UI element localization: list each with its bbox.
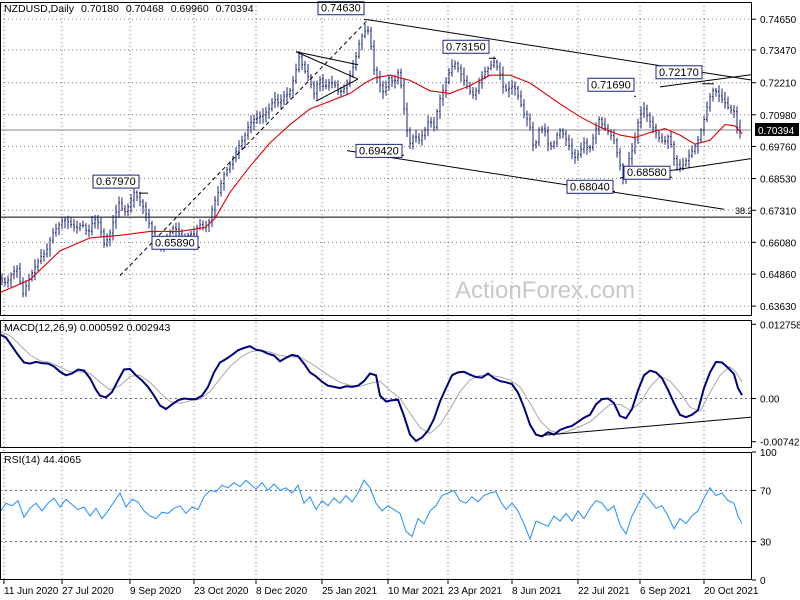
macd-signal-line: [0, 331, 743, 435]
swing-label-box: [317, 1, 365, 16]
rsi-tick-label: 30: [760, 538, 772, 549]
macd-tick-label: 0.00: [760, 395, 780, 406]
macd-tick-label: -0.007422: [760, 438, 800, 449]
trend-line: [315, 78, 359, 102]
y-tick-label: 0.66080: [760, 238, 797, 249]
close-value: 0.70394: [215, 3, 254, 15]
swing-label: 0.67970: [96, 176, 136, 188]
y-tick-label: 0.69760: [760, 143, 797, 154]
trend-line: [295, 51, 359, 80]
x-tick-label: 11 Jun 2020: [4, 586, 59, 597]
high-value: 0.70468: [125, 3, 164, 15]
swing-label-box: [623, 165, 671, 180]
swing-label: 0.71690: [591, 79, 631, 91]
swing-label: 0.68580: [627, 167, 667, 179]
swing-label-box: [442, 39, 490, 54]
reference-lines: 38.2: [0, 129, 753, 218]
x-tick-label: 8 Dec 2020: [256, 586, 308, 597]
y-tick-label: 0.72210: [760, 79, 797, 90]
swing-label-box: [587, 77, 635, 92]
macd-panel: 0.012758 0.00 -0.007422: [0, 320, 800, 449]
trend-line: [119, 19, 369, 276]
swing-label: 0.74630: [321, 3, 361, 15]
swing-label: 0.69420: [359, 145, 399, 157]
grid-layer: [0, 2, 752, 580]
swing-label: 0.65890: [155, 237, 195, 249]
trend-line: [659, 74, 753, 88]
rsi-tick-label: 70: [760, 486, 772, 497]
open-value: 0.70180: [80, 3, 119, 15]
swing-label-box: [655, 65, 703, 80]
swing-labels: 0.74630 0.73150 0.72170 0.71690 0.67970 0.658…: [92, 1, 714, 250]
price-candles: [1, 23, 741, 298]
panel-frame: [0, 320, 752, 448]
rsi-line: [0, 479, 743, 541]
chart-header: NZDUSD,Daily 0.70180 0.70468 0.69960 0.7…: [4, 3, 258, 15]
x-tick-label: 23 Oct 2020: [194, 586, 249, 597]
low-value: 0.69960: [170, 3, 209, 15]
x-tick-label: 10 Mar 2021: [388, 586, 445, 597]
macd-trend-line: [537, 416, 753, 437]
panel-frame: [0, 452, 752, 580]
x-tick-label: 27 Jul 2020: [62, 586, 114, 597]
y-tick-label: 0.70980: [760, 111, 797, 122]
y-tick-label: 0.73470: [760, 46, 797, 57]
x-tick-label: 23 Apr 2021: [448, 586, 502, 597]
swing-label: 0.72170: [659, 67, 699, 79]
current-price-label: 0.70394: [758, 126, 795, 137]
rsi-tick-label: 0: [760, 576, 766, 587]
x-tick-label: 25 Jan 2021: [322, 586, 377, 597]
watermark: ActionForex.com: [455, 277, 635, 304]
rsi-title: RSI(14) 44.4065: [4, 454, 82, 466]
trend-line: [295, 51, 359, 66]
x-tick-label: 8 Jun 2021: [512, 586, 562, 597]
macd-title: MACD(12,26,9) 0.000592 0.002943: [4, 322, 171, 334]
x-tick-label: 20 Oct 2021: [704, 586, 759, 597]
y-tick-label: 0.67310: [760, 206, 797, 217]
x-tick-label: 6 Sep 2021: [640, 586, 692, 597]
x-tick-label: 9 Sep 2020: [130, 586, 182, 597]
swing-label-box: [355, 143, 403, 158]
trend-line: [346, 150, 725, 210]
macd-tick-label: 0.012758: [760, 320, 800, 331]
swing-label: 0.68040: [570, 181, 610, 193]
current-price-box: [755, 123, 799, 137]
fib-label: 38.2: [735, 206, 753, 216]
swing-label: 0.73150: [446, 41, 486, 53]
symbol-label: NZDUSD,Daily: [4, 3, 75, 15]
moving-average-line: [0, 74, 743, 294]
x-tick-label: 22 Jul 2021: [578, 586, 630, 597]
swing-label-box: [151, 235, 199, 250]
panel-frame: [0, 2, 752, 316]
y-tick-label: 0.64860: [760, 270, 797, 281]
y-tick-label: 0.63630: [760, 302, 797, 313]
swing-label-box: [92, 174, 140, 189]
y-tick-label: 0.74650: [760, 15, 797, 26]
swing-label-box: [566, 179, 614, 194]
rsi-tick-label: 100: [760, 448, 777, 459]
macd-line: [0, 333, 743, 443]
trend-channel-lines: [119, 19, 753, 276]
rsi-panel: 100 70 30 0: [0, 448, 777, 587]
y-tick-label: 0.68530: [760, 175, 797, 186]
